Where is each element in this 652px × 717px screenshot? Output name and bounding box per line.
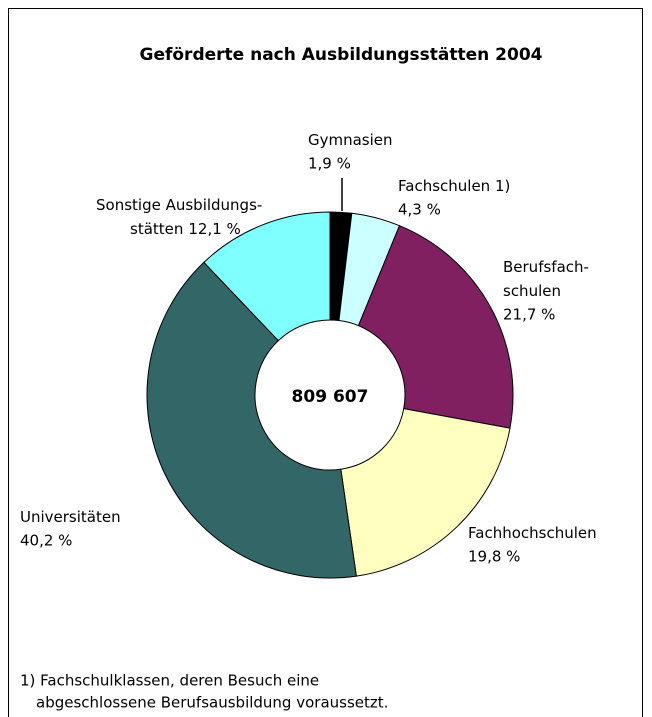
slice-label-line: Fachschulen 1) [398,177,510,195]
slice-label-line: Berufsfach- [503,258,589,276]
slice-label-line: schulen [503,282,561,300]
center-label: 809 607 [292,387,369,407]
footnote: 1) Fachschulklassen, deren Besuch eine [20,672,319,690]
slice-label: Gymnasien [308,131,393,149]
frame [8,8,643,717]
slice-label-line: Sonstige Ausbildungs- [96,196,262,214]
slice-label: Fachhochschulen [468,524,597,542]
slice-label-line: stätten [130,220,183,238]
value-label: 19,8 % [468,548,520,566]
value-label: 4,3 % [398,201,441,219]
slice-label: Berufsfach-schulen [503,258,589,300]
value-label: 1,9 % [308,155,351,173]
donut-segment [357,225,514,429]
donut-segment [146,261,357,579]
slice-label-line: Gymnasien [308,131,393,149]
chart-title: Geförderte nach Ausbildungsstätten 2004 [140,45,543,65]
donut-segment [203,211,331,342]
slice-label-line: Universitäten [20,508,121,526]
slice-label: Fachschulen 1) [398,177,510,195]
footnote: abgeschlossene Berufsausbildung vorausse… [36,694,388,712]
value-label: 40,2 % [20,532,72,550]
donut-segment [340,408,511,577]
value-label: 21,7 % [503,306,555,324]
slice-label: Sonstige Ausbildungs-stätten 12,1 % [96,196,262,238]
value-label: 12,1 % [188,220,240,238]
slice-label: Universitäten [20,508,121,526]
slice-label-line: Fachhochschulen [468,524,597,542]
